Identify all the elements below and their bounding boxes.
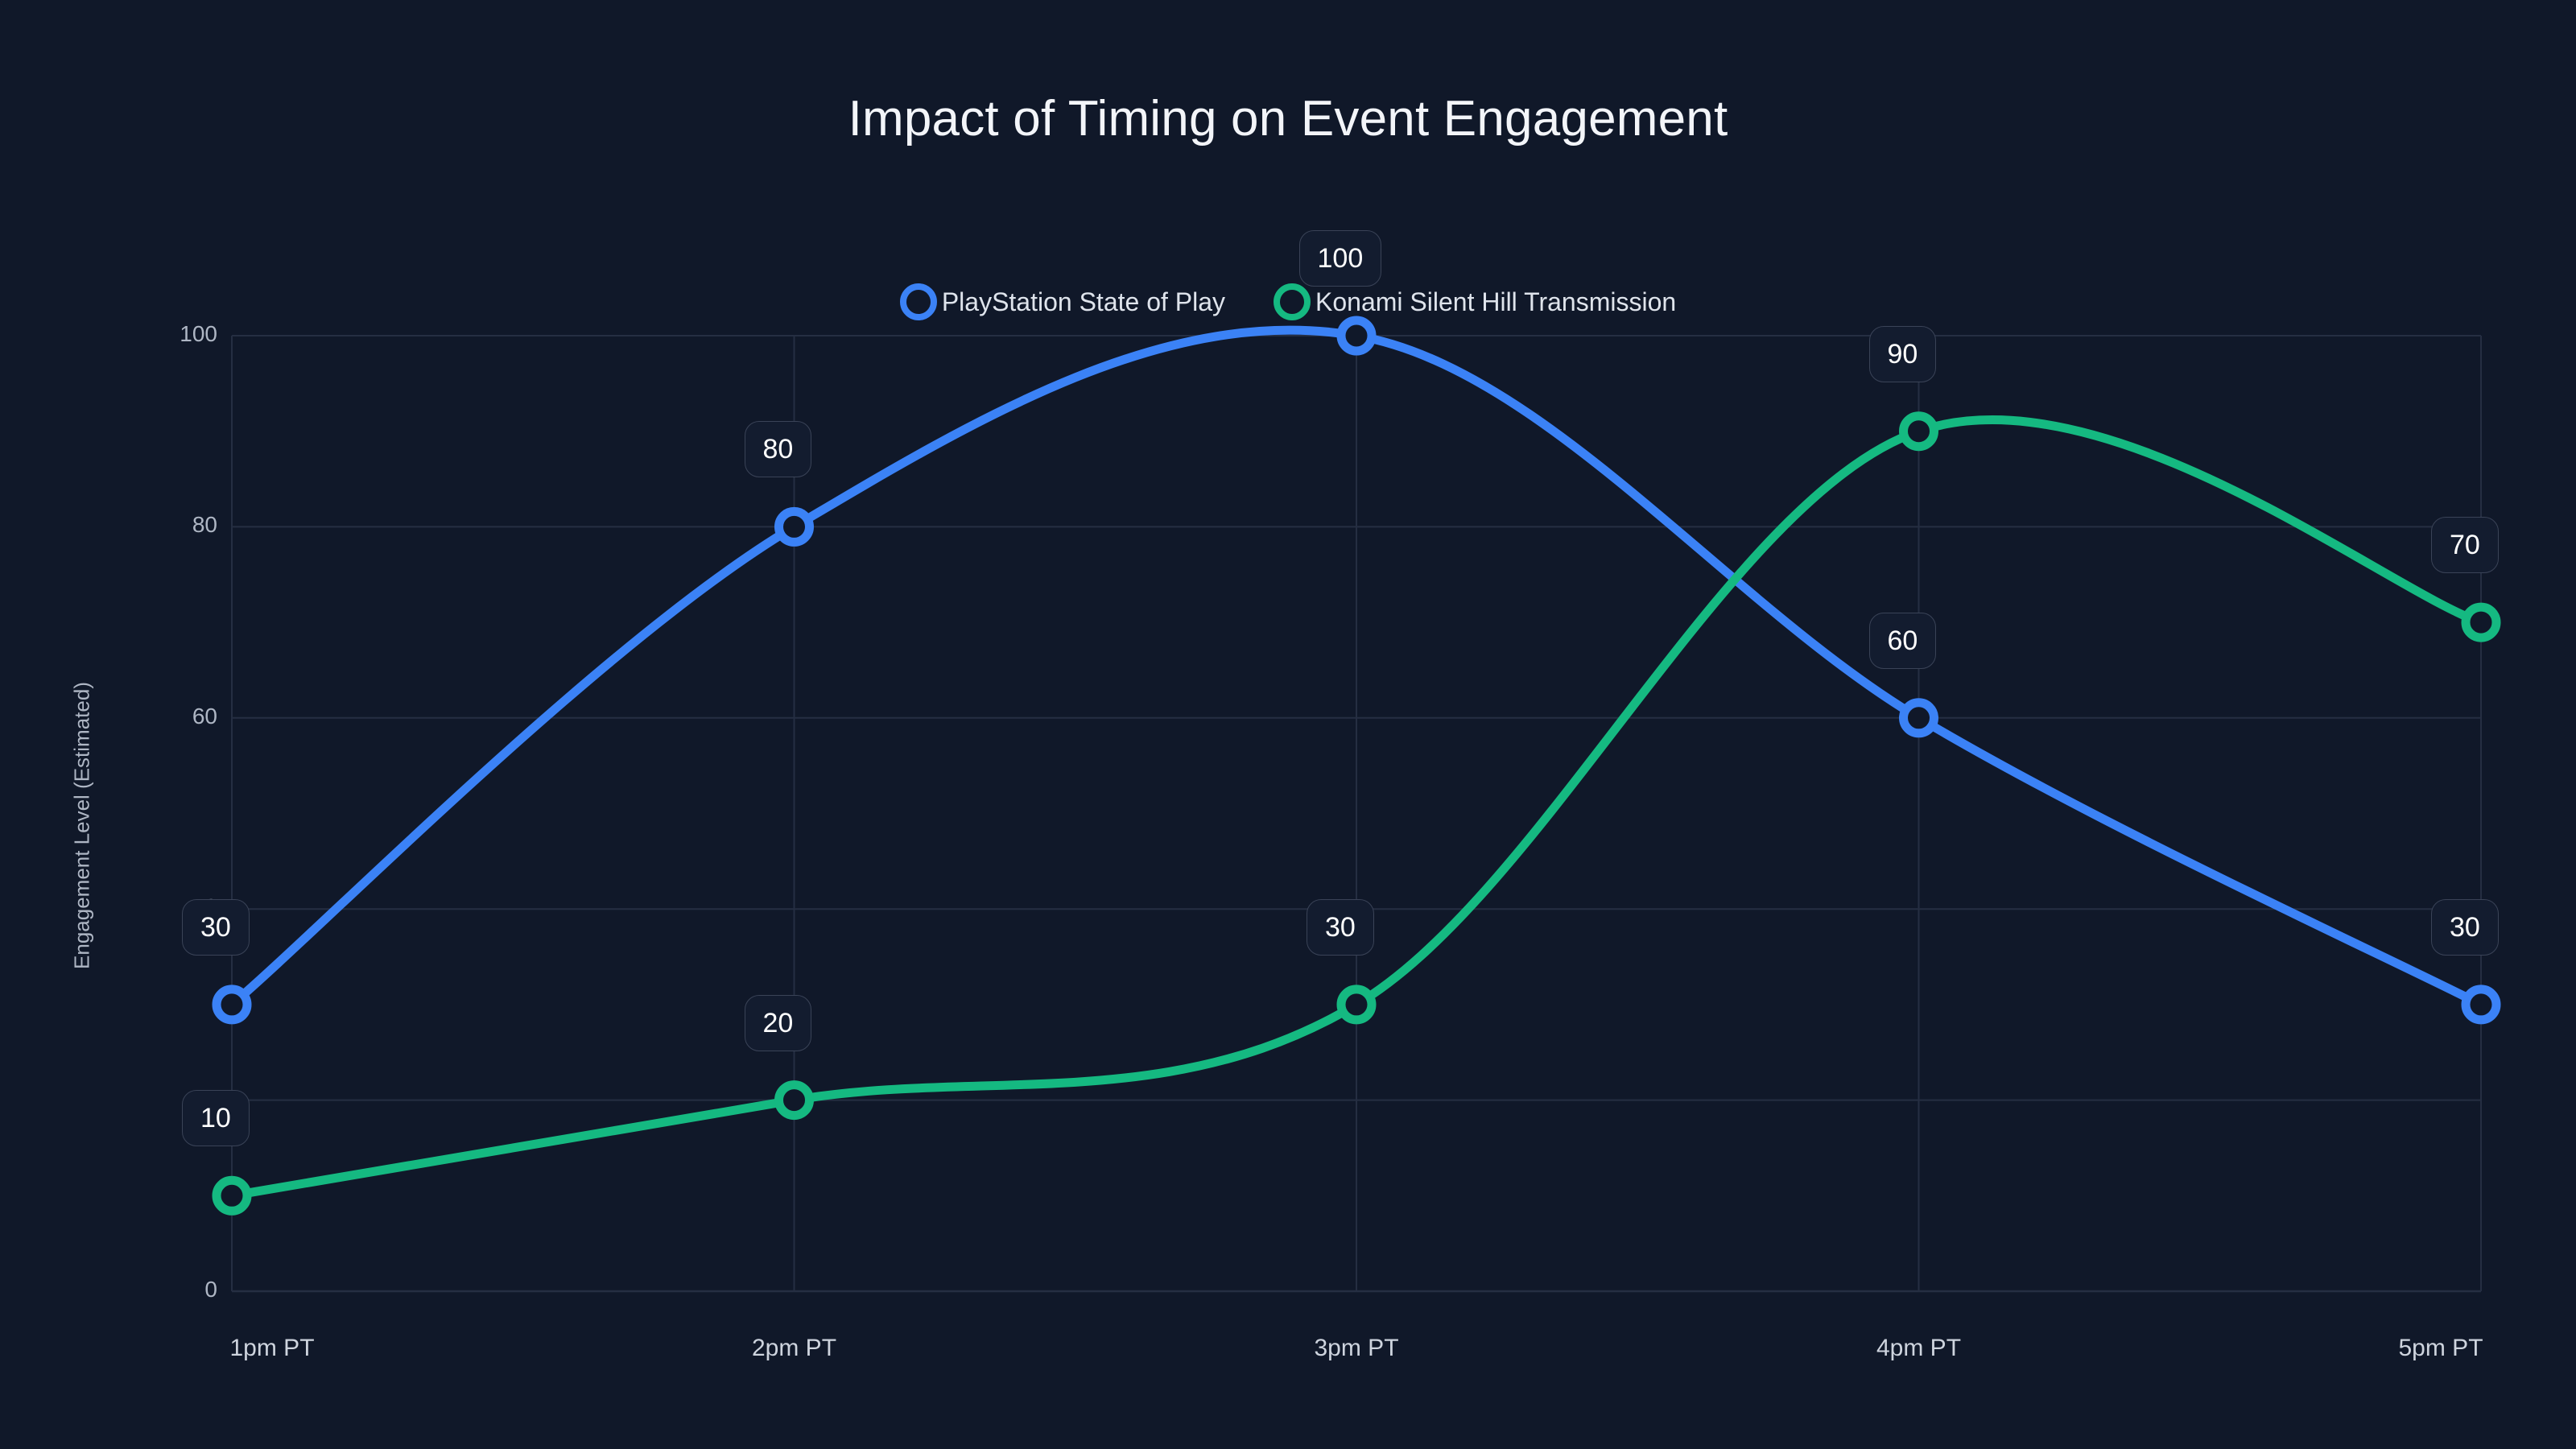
- data-point-marker[interactable]: [2461, 602, 2501, 642]
- data-point-marker[interactable]: [1899, 411, 1938, 452]
- data-point-marker[interactable]: [1336, 316, 1377, 356]
- data-point-label: 30: [1307, 898, 1374, 956]
- data-point-marker[interactable]: [774, 1080, 814, 1121]
- data-point-marker[interactable]: [2461, 985, 2501, 1025]
- chart-title: Impact of Timing on Event Engagement: [848, 91, 1728, 147]
- data-point-marker[interactable]: [212, 1175, 252, 1216]
- x-axis-tick-label: 1pm PT: [229, 1335, 315, 1361]
- series-markers: [212, 316, 2501, 1216]
- y-axis-tick-label: 60: [192, 703, 217, 729]
- data-point-label: 100: [1298, 230, 1382, 287]
- y-axis-tick-label: 80: [192, 512, 217, 538]
- data-point-label: 70: [2431, 517, 2499, 574]
- y-axis-tick-label: 100: [180, 321, 217, 346]
- data-point-label: 60: [1868, 612, 1937, 669]
- x-axis-tick-label: 3pm PT: [1314, 1335, 1399, 1361]
- data-point-marker[interactable]: [1899, 698, 1938, 738]
- series-line: [227, 415, 2486, 1200]
- x-axis-tick-label: 5pm PT: [2398, 1335, 2483, 1361]
- grid-lines: [231, 335, 2482, 1293]
- data-point-marker[interactable]: [1336, 985, 1377, 1025]
- data-point-label: 20: [744, 994, 812, 1051]
- data-point-label: 30: [182, 898, 250, 956]
- x-axis-tick-label: 2pm PT: [751, 1335, 837, 1361]
- data-point-label: 30: [2431, 898, 2499, 956]
- data-point-label: 10: [182, 1090, 250, 1147]
- data-point-marker[interactable]: [774, 506, 814, 547]
- data-point-label: 90: [1868, 325, 1937, 382]
- y-axis-tick-label: 0: [204, 1277, 217, 1302]
- data-point-marker[interactable]: [212, 985, 252, 1025]
- data-point-label: 80: [744, 421, 812, 478]
- x-axis-tick-label: 4pm PT: [1876, 1335, 1962, 1361]
